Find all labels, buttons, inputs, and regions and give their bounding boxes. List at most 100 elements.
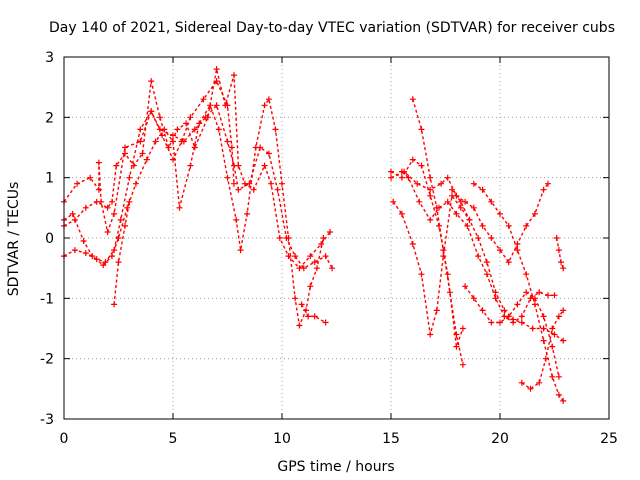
data-point: [492, 295, 499, 302]
data-point: [444, 174, 451, 181]
data-point: [488, 319, 495, 326]
data-point: [418, 271, 425, 278]
data-point: [272, 126, 279, 133]
y-tick-label: 2: [45, 110, 54, 126]
data-point: [137, 126, 144, 133]
data-point: [124, 204, 131, 211]
data-point: [518, 313, 525, 320]
data-point: [492, 289, 499, 296]
data-point: [117, 216, 124, 223]
data-point: [536, 379, 543, 386]
data-point: [148, 108, 155, 115]
ticks: 0 5 10 15 20 25 -3 -2 -1 0 1 2 3: [40, 50, 618, 447]
data-point: [560, 265, 567, 272]
data-point: [311, 313, 318, 320]
data-point: [180, 138, 187, 145]
series-arc-16: [553, 235, 567, 272]
data-point: [111, 301, 118, 308]
data-point: [296, 322, 303, 329]
series-trace: [401, 171, 555, 324]
data-point: [285, 253, 292, 260]
data-point: [479, 307, 486, 314]
data-point: [488, 198, 495, 205]
data-point: [200, 96, 207, 103]
data-point: [523, 222, 530, 229]
data-point: [122, 222, 128, 229]
data-point: [113, 162, 120, 169]
data-point: [307, 283, 314, 290]
series-trace: [392, 195, 471, 336]
data-point: [470, 295, 477, 302]
x-tick-label: 5: [169, 431, 178, 447]
x-tick-label: 25: [600, 431, 618, 447]
data-point: [418, 126, 425, 133]
data-point: [176, 204, 183, 211]
data-point: [459, 361, 466, 368]
data-point: [95, 159, 102, 166]
data-point: [409, 156, 416, 163]
series-arc-2: [61, 66, 333, 272]
data-point: [555, 391, 562, 398]
data-point: [235, 186, 242, 193]
data-point: [551, 331, 558, 338]
data-point: [483, 259, 490, 266]
data-point: [250, 186, 257, 193]
y-axis-label: SDTVAR / TECUs: [6, 182, 22, 297]
data-point: [93, 198, 100, 205]
data-point: [497, 247, 503, 254]
data-point: [518, 319, 525, 326]
data-point: [170, 132, 176, 139]
data-point: [132, 180, 139, 187]
data-point: [126, 198, 133, 205]
data-point: [111, 210, 118, 217]
data-point: [274, 186, 281, 193]
data-point: [202, 114, 209, 121]
data-point: [89, 253, 96, 260]
data-point: [438, 180, 445, 187]
series-arc-13: [462, 283, 562, 380]
data-point: [444, 198, 451, 205]
data-point: [457, 204, 464, 211]
data-point: [109, 253, 115, 260]
series-arc-7: [388, 156, 466, 350]
data-point: [261, 162, 268, 169]
data-point: [244, 210, 251, 217]
series-arc-9: [409, 96, 466, 368]
data-point: [222, 102, 229, 109]
data-point: [418, 162, 425, 169]
data-point: [174, 126, 181, 133]
chart-title: Day 140 of 2021, Sidereal Day-to-day VTE…: [49, 20, 615, 36]
data-point: [549, 343, 556, 350]
data-point: [100, 262, 107, 269]
data-point: [540, 325, 547, 332]
data-point: [183, 120, 190, 127]
data-point: [531, 295, 538, 302]
data-point: [69, 210, 76, 217]
data-point: [170, 138, 176, 145]
data-point: [285, 235, 292, 241]
data-point: [427, 331, 434, 338]
data-point: [298, 301, 305, 308]
data-point: [231, 180, 237, 187]
data-point: [549, 373, 556, 380]
data-point: [228, 144, 235, 151]
data-point: [143, 156, 150, 163]
data-point: [459, 325, 466, 332]
data-point: [191, 126, 198, 133]
grid: [64, 57, 609, 419]
data-point: [104, 204, 111, 211]
data-point: [505, 222, 512, 229]
data-point: [156, 114, 163, 121]
data-point: [505, 313, 512, 320]
x-tick-label: 20: [491, 431, 509, 447]
data-point: [71, 247, 78, 254]
series-trace: [464, 285, 560, 377]
data-point: [497, 319, 503, 326]
data-point: [527, 385, 534, 392]
data-point: [433, 307, 440, 314]
data-point: [416, 198, 423, 205]
data-point: [514, 301, 521, 308]
data-point: [560, 307, 567, 314]
data-point: [213, 66, 220, 73]
data-point: [80, 238, 87, 244]
